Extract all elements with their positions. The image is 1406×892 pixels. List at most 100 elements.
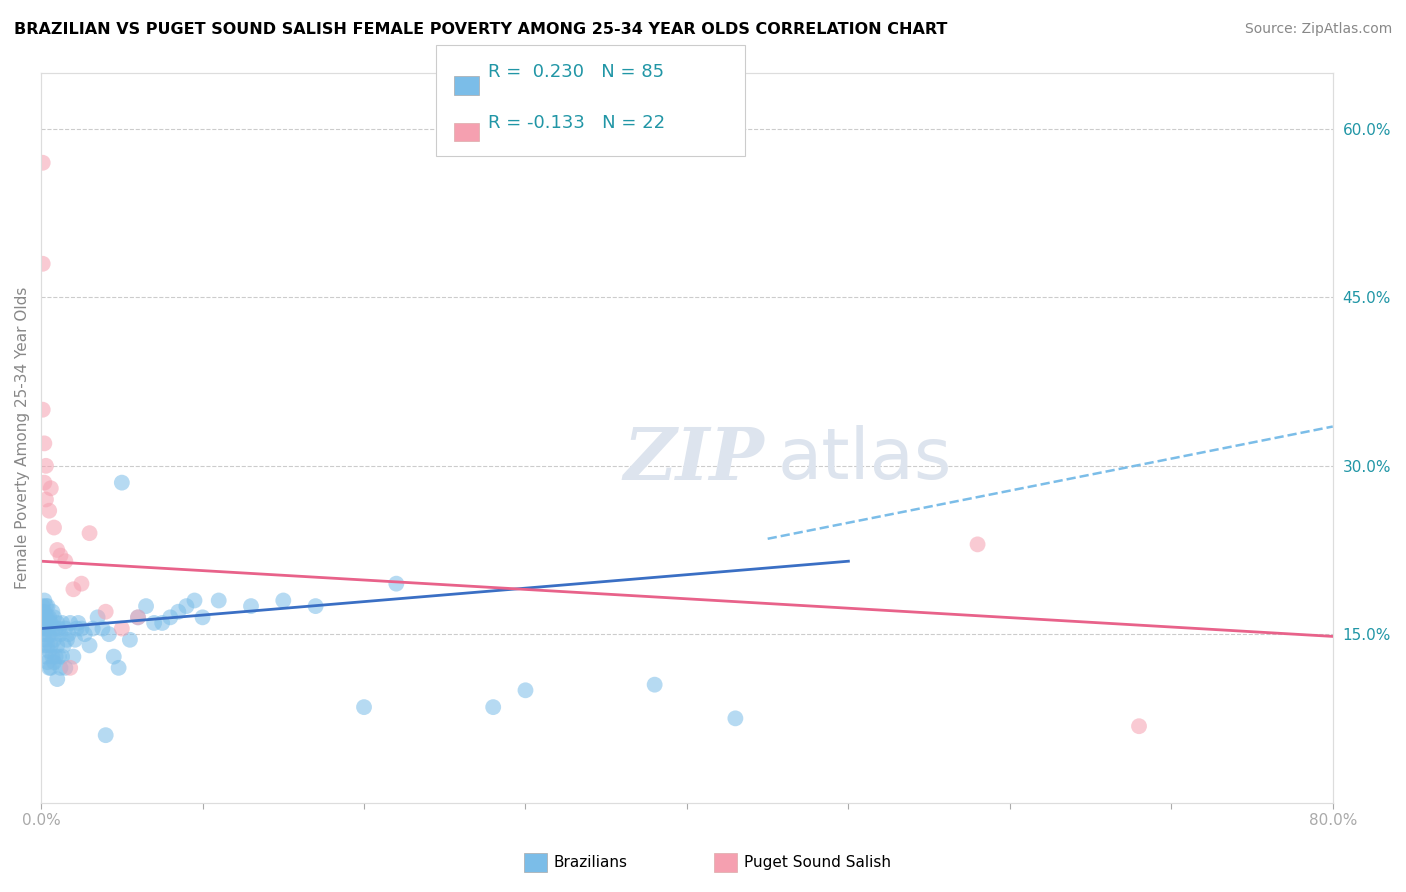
- Point: [79, 526, 101, 541]
- Point: [53, 661, 76, 675]
- Point: [59, 615, 82, 630]
- Point: [45, 649, 67, 664]
- Point: [49, 549, 72, 563]
- Point: [79, 639, 101, 653]
- Point: [63, 632, 86, 647]
- Point: [135, 599, 157, 613]
- Point: [31, 257, 53, 271]
- Point: [42, 632, 65, 647]
- Point: [46, 672, 69, 686]
- Point: [35, 458, 58, 473]
- Point: [56, 632, 79, 647]
- Point: [482, 700, 505, 714]
- Point: [39, 639, 62, 653]
- Point: [304, 599, 326, 613]
- Point: [41, 649, 63, 664]
- Point: [51, 615, 73, 630]
- Point: [59, 661, 82, 675]
- Point: [35, 492, 58, 507]
- Point: [49, 627, 72, 641]
- Point: [35, 622, 58, 636]
- Point: [70, 622, 93, 636]
- Point: [31, 599, 53, 613]
- Point: [38, 661, 60, 675]
- Point: [70, 576, 93, 591]
- Point: [111, 475, 134, 490]
- Point: [240, 599, 263, 613]
- Point: [176, 599, 198, 613]
- Point: [31, 610, 53, 624]
- Point: [46, 543, 69, 558]
- Point: [143, 615, 166, 630]
- Point: [38, 644, 60, 658]
- Point: [58, 627, 80, 641]
- Point: [91, 622, 114, 636]
- Point: [38, 504, 60, 518]
- Text: Source: ZipAtlas.com: Source: ZipAtlas.com: [1244, 22, 1392, 37]
- Point: [66, 622, 89, 636]
- Point: [127, 610, 149, 624]
- Point: [34, 593, 56, 607]
- Point: [39, 661, 62, 675]
- Text: Brazilians: Brazilians: [554, 855, 628, 870]
- Text: atlas: atlas: [778, 425, 952, 494]
- Point: [118, 632, 141, 647]
- Point: [103, 649, 125, 664]
- Point: [191, 610, 214, 624]
- Point: [39, 615, 62, 630]
- Point: [31, 622, 53, 636]
- Text: R = -0.133   N = 22: R = -0.133 N = 22: [488, 114, 665, 132]
- Point: [37, 655, 59, 669]
- Point: [724, 711, 747, 725]
- Point: [53, 622, 76, 636]
- Point: [966, 537, 988, 551]
- Point: [34, 475, 56, 490]
- Point: [52, 639, 75, 653]
- Point: [34, 627, 56, 641]
- Point: [31, 615, 53, 630]
- Text: BRAZILIAN VS PUGET SOUND SALISH FEMALE POVERTY AMONG 25-34 YEAR OLDS CORRELATION: BRAZILIAN VS PUGET SOUND SALISH FEMALE P…: [14, 22, 948, 37]
- Point: [51, 649, 73, 664]
- Point: [1128, 719, 1150, 733]
- Point: [41, 605, 63, 619]
- Point: [353, 700, 375, 714]
- Point: [39, 481, 62, 495]
- Point: [271, 593, 294, 607]
- Point: [34, 436, 56, 450]
- Point: [208, 593, 231, 607]
- Point: [37, 622, 59, 636]
- Point: [46, 639, 69, 653]
- Point: [34, 605, 56, 619]
- Point: [86, 610, 108, 624]
- Point: [150, 615, 173, 630]
- Point: [37, 599, 59, 613]
- Point: [38, 627, 60, 641]
- Text: R =  0.230   N = 85: R = 0.230 N = 85: [488, 62, 664, 80]
- Point: [31, 605, 53, 619]
- Point: [42, 655, 65, 669]
- Point: [41, 627, 63, 641]
- Point: [94, 605, 117, 619]
- Point: [183, 593, 205, 607]
- Point: [31, 402, 53, 417]
- Point: [49, 661, 72, 675]
- Text: ZIP: ZIP: [624, 424, 765, 495]
- Point: [53, 554, 76, 568]
- Point: [46, 615, 69, 630]
- Point: [42, 610, 65, 624]
- Point: [82, 622, 104, 636]
- Y-axis label: Female Poverty Among 25-34 Year Olds: Female Poverty Among 25-34 Year Olds: [15, 286, 30, 589]
- Point: [159, 610, 181, 624]
- Point: [167, 605, 190, 619]
- Text: Puget Sound Salish: Puget Sound Salish: [744, 855, 891, 870]
- Point: [62, 649, 84, 664]
- Point: [94, 728, 117, 742]
- Point: [34, 639, 56, 653]
- Point: [37, 639, 59, 653]
- Point: [35, 649, 58, 664]
- Point: [127, 610, 149, 624]
- Point: [38, 610, 60, 624]
- Point: [35, 599, 58, 613]
- Point: [48, 622, 70, 636]
- Point: [42, 520, 65, 534]
